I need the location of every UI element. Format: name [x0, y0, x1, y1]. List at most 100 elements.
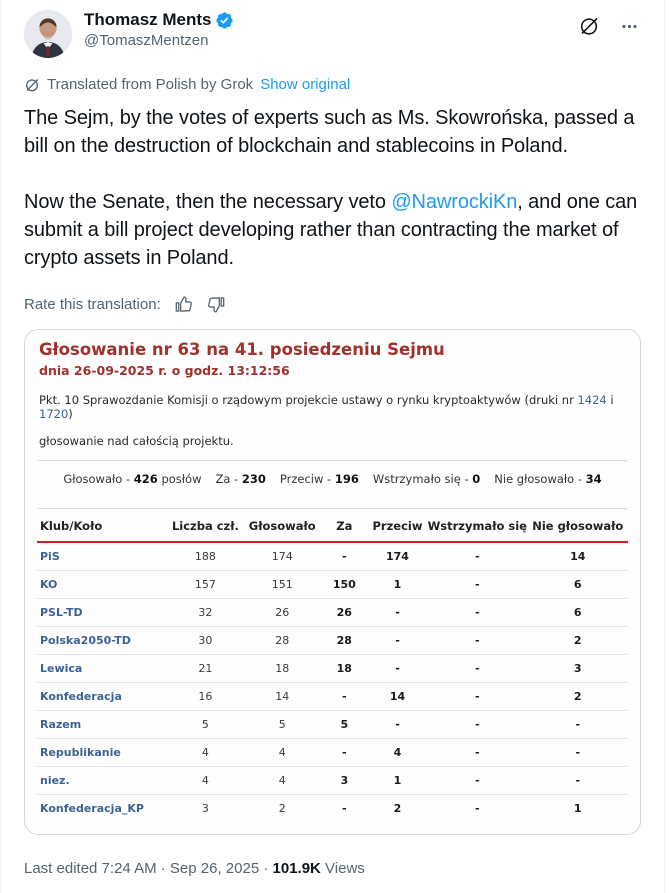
table-row-Razem: Razem 5 5 5- - -: [37, 710, 628, 739]
divider: [37, 508, 628, 509]
vote-count: 32: [167, 598, 244, 627]
vote-count: 3: [201, 802, 209, 815]
vote-count: 16: [167, 682, 244, 711]
user-handle[interactable]: @TomaszMentzen: [84, 32, 209, 49]
thumbs-down-icon[interactable]: [206, 294, 227, 315]
table-row-KO: KO 157 151 150 1-6: [37, 570, 628, 599]
show-original-link[interactable]: Show original: [260, 76, 351, 93]
mention-link[interactable]: @NawrockiKn: [391, 191, 518, 213]
vote-count: -: [367, 710, 428, 739]
vote-count: 4: [243, 766, 321, 795]
vote-count: 14: [367, 682, 428, 711]
vote-count: 28: [320, 626, 368, 655]
vote-count: -: [427, 654, 528, 683]
vote-count: 5: [167, 710, 244, 739]
vote-count: 14: [527, 542, 628, 571]
vote-count: -: [427, 766, 528, 795]
vote-count: 18: [243, 654, 321, 683]
vote-count: 188: [167, 542, 244, 571]
vote-count: 3: [527, 654, 628, 683]
vote-count: -: [367, 598, 428, 627]
vote-count: -: [427, 542, 528, 571]
column-header-2: Głosowało: [248, 519, 316, 533]
table-row-Republikanie: Republikanie 4 4-4- -: [37, 738, 628, 767]
vote-results-table: Klub/Koło Liczba czł. Głosowało Za Przeciw Ws…: [37, 509, 628, 822]
club-name: niez.: [37, 766, 168, 795]
table-row-Lewica: Lewica 21 18 18- -3: [37, 654, 628, 683]
vote-count: 174: [367, 542, 428, 571]
edited-timestamp: Last edited 7:24 AM · Sep 26, 2025 ·: [24, 860, 273, 877]
column-header-0: Klub/Koło: [40, 519, 103, 533]
vote-count: 4: [243, 738, 321, 767]
thumbs-up-icon[interactable]: [173, 294, 194, 315]
table-row-Konfederacja: Konfederacja 16 14-14-2: [37, 682, 628, 711]
vote-table-body: PiS 188 174-174-14 KO 157 151 150 1-6 PSL-TD 32 26…: [37, 542, 628, 822]
vote-summary-line: Głosowało - 426 posłów Za - 230 Przeciw - …: [37, 461, 628, 496]
print-link-1720: 1720: [39, 407, 69, 421]
summary-segment-2: Przeciw - 196: [279, 472, 359, 486]
tweet-footer: Last edited 7:24 AM · Sep 26, 2025 · 101…: [24, 859, 641, 879]
views-label: Views: [320, 860, 365, 877]
vote-count: -: [427, 682, 528, 711]
vote-count: 2: [527, 682, 628, 711]
vote-count: -: [367, 626, 428, 655]
vote-count: -: [427, 738, 528, 767]
views-count: 101.9K: [272, 860, 321, 877]
author-block: Thomasz Ments @TomaszMentzen: [84, 10, 578, 51]
header-actions: [578, 10, 641, 37]
vote-count: 6: [527, 598, 628, 627]
table-row-Polska2050-TD: Polska2050-TD 30 28 28- -2: [37, 626, 628, 655]
club-name: Republikanie: [37, 738, 168, 767]
vote-count: 2: [278, 802, 286, 815]
club-name: PSL-TD: [37, 598, 168, 627]
tweet-header: Thomasz Ments @TomaszMentzen: [24, 10, 641, 58]
vote-count: -: [527, 738, 628, 767]
club-name: Konfederacja: [37, 682, 168, 711]
translation-bar: Translated from Polish by Grok Show orig…: [24, 75, 641, 95]
vote-count: -: [320, 542, 368, 571]
vote-count: 157: [167, 570, 244, 599]
summary-segment-3: Wstrzymało się - 0: [372, 472, 481, 486]
rate-translation-row: Rate this translation:: [24, 294, 641, 315]
grok-actions-button[interactable]: [578, 15, 600, 37]
vote-count: 150: [320, 570, 368, 599]
club-name: Polska2050-TD: [37, 626, 168, 655]
vote-results-image-card[interactable]: Głosowanie nr 63 na 41. posiedzeniu Sejm…: [24, 329, 641, 835]
club-name: PiS: [37, 542, 168, 571]
vote-count: 2: [527, 626, 628, 655]
vote-count: 18: [320, 654, 368, 683]
avatar[interactable]: [24, 10, 72, 58]
tweet-p2-after: , and one can submit a bill project deve…: [24, 191, 638, 269]
vote-count: -: [427, 598, 528, 627]
vote-count: -: [367, 654, 428, 683]
tweet-text: The Sejm, by the votes of experts such a…: [24, 104, 641, 272]
table-row-Konfederacja_KP: Konfederacja_KP 3 2 - 2 - 1: [37, 795, 628, 823]
divider: [37, 460, 628, 461]
vote-count: 5: [320, 710, 368, 739]
rate-label: Rate this translation:: [24, 296, 161, 313]
club-name: Lewica: [37, 654, 168, 683]
vote-count: 30: [167, 626, 244, 655]
vote-count: -: [320, 682, 368, 711]
avatar-portrait: [24, 10, 72, 58]
vote-count: 174: [243, 542, 321, 571]
vote-count: -: [427, 570, 528, 599]
column-header-6: Nie głosowało: [532, 519, 624, 533]
vote-subject-line: głosowanie nad całością projektu.: [39, 434, 234, 448]
vote-count: 3: [320, 766, 368, 795]
vote-count: -: [320, 738, 368, 767]
vote-count: 28: [243, 626, 321, 655]
vote-item-mid: i: [606, 393, 614, 407]
vote-count: -: [527, 766, 628, 795]
tweet-paragraph-1: The Sejm, by the votes of experts such a…: [24, 107, 635, 157]
club-name: Konfederacja_KP: [40, 802, 144, 815]
display-name[interactable]: Thomasz Ments: [84, 10, 212, 29]
vote-count: 2: [393, 802, 402, 815]
more-button[interactable]: [620, 17, 639, 36]
vote-count: 4: [167, 766, 244, 795]
tweet-paragraph-2: Now the Senate, then the necessary veto …: [24, 188, 641, 272]
vote-count: 6: [527, 570, 628, 599]
vote-count: 21: [167, 654, 244, 683]
vote-count: 26: [243, 598, 321, 627]
